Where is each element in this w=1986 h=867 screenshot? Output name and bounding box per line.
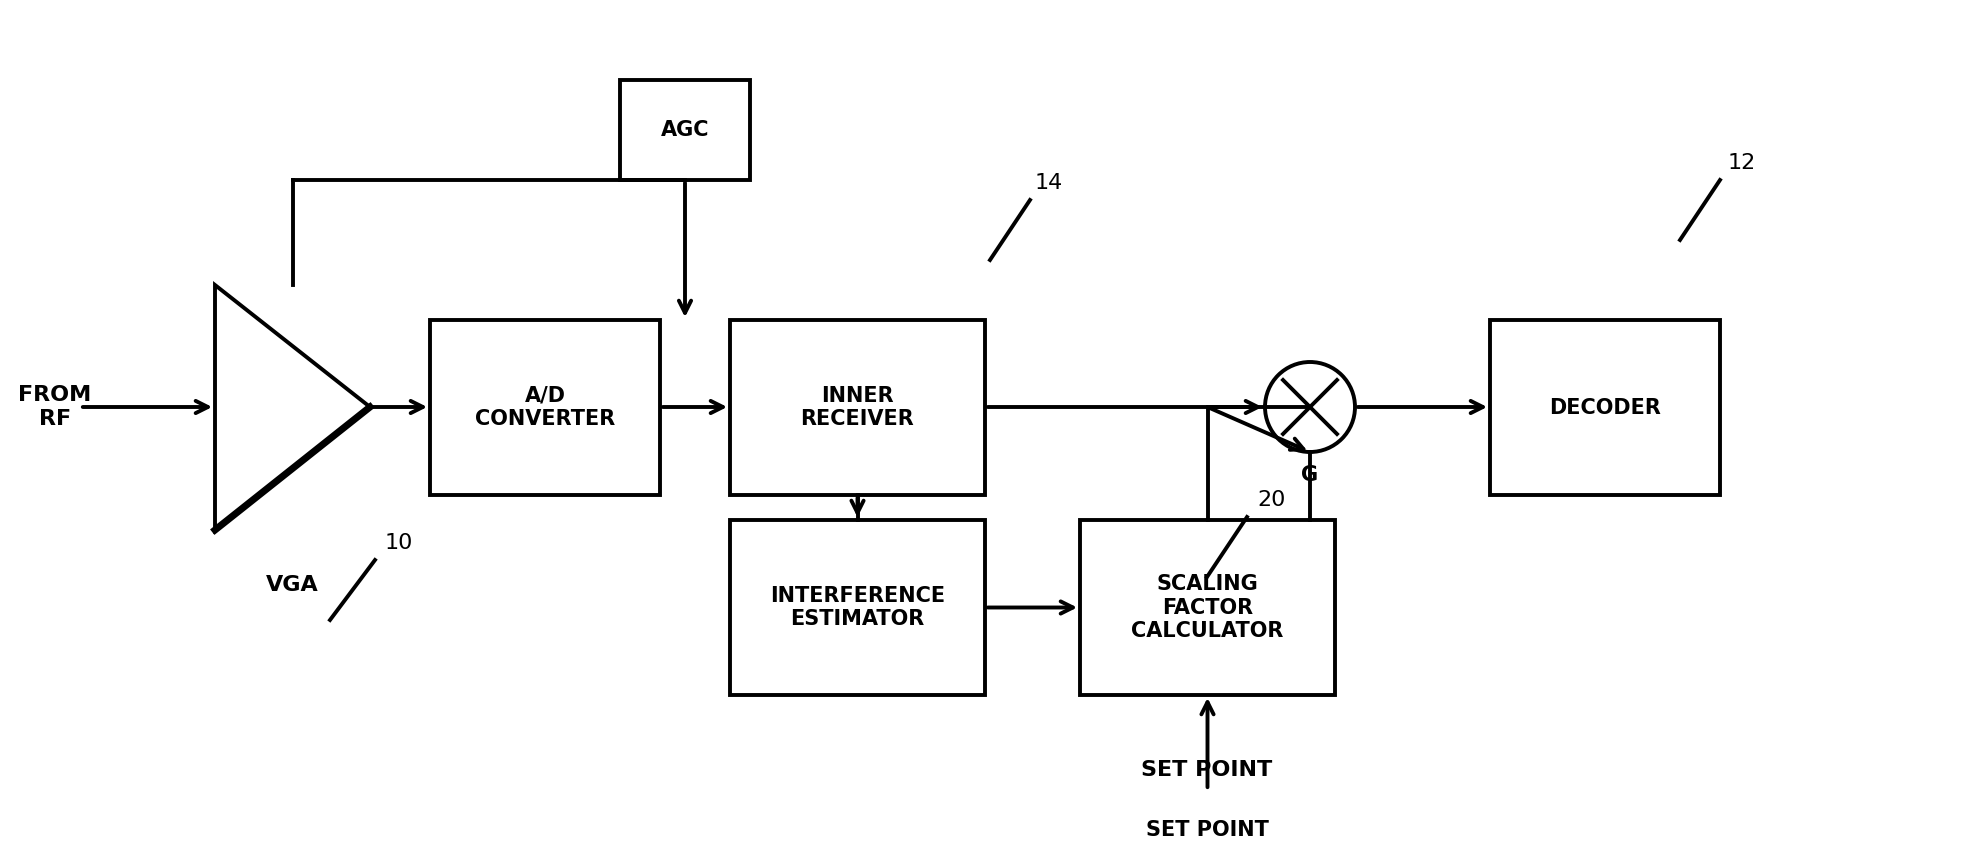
Text: INNER
RECEIVER: INNER RECEIVER: [800, 386, 914, 429]
Text: G: G: [1301, 465, 1319, 485]
Circle shape: [1265, 362, 1354, 452]
Text: 12: 12: [1728, 153, 1756, 173]
Text: VGA: VGA: [266, 575, 318, 595]
FancyBboxPatch shape: [1490, 320, 1720, 495]
Text: 20: 20: [1257, 490, 1285, 510]
FancyBboxPatch shape: [620, 80, 751, 180]
Text: AGC: AGC: [661, 120, 709, 140]
FancyBboxPatch shape: [1080, 520, 1335, 695]
Text: SCALING
FACTOR
CALCULATOR: SCALING FACTOR CALCULATOR: [1132, 574, 1283, 641]
Text: 10: 10: [385, 533, 413, 553]
FancyBboxPatch shape: [731, 320, 985, 495]
FancyBboxPatch shape: [431, 320, 659, 495]
Text: 14: 14: [1035, 173, 1063, 193]
Text: FROM
RF: FROM RF: [18, 386, 91, 428]
Text: SET POINT: SET POINT: [1146, 820, 1269, 840]
Text: INTERFERENCE
ESTIMATOR: INTERFERENCE ESTIMATOR: [771, 586, 945, 629]
Polygon shape: [214, 285, 369, 530]
Text: DECODER: DECODER: [1549, 397, 1660, 418]
Text: A/D
CONVERTER: A/D CONVERTER: [475, 386, 616, 429]
FancyBboxPatch shape: [731, 520, 985, 695]
Text: SET POINT: SET POINT: [1142, 760, 1273, 780]
